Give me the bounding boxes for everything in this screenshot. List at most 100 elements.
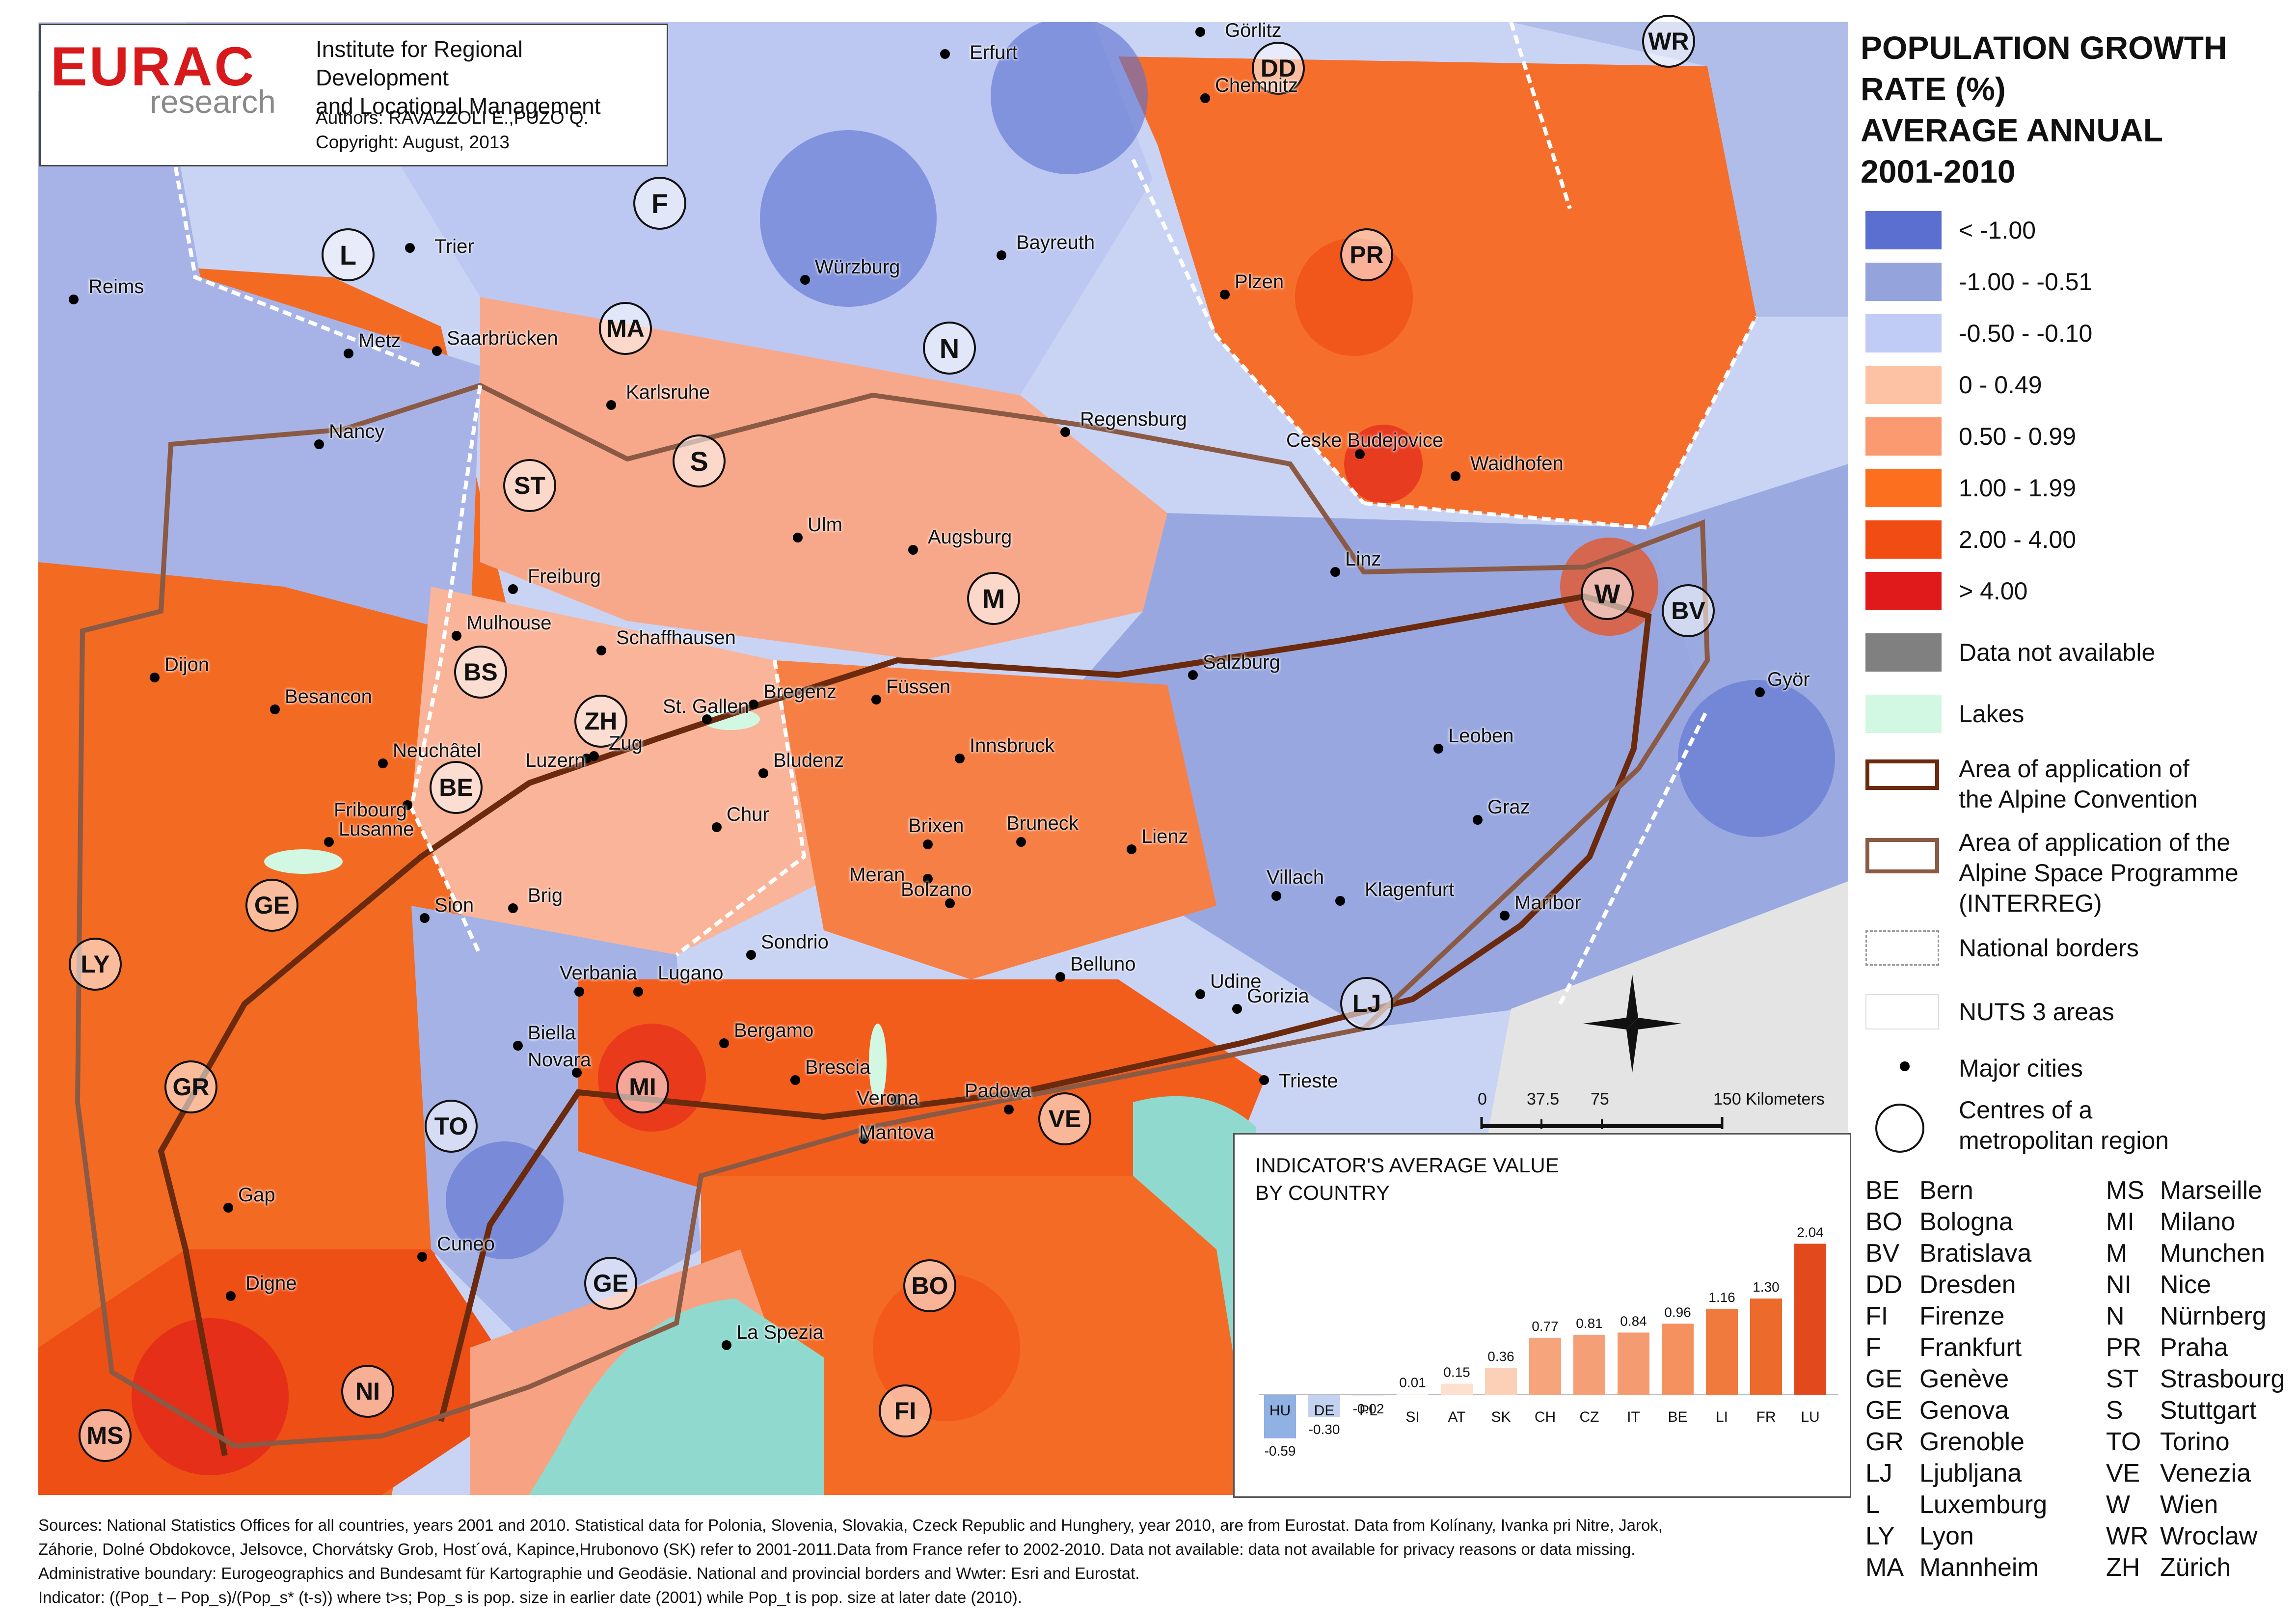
region-poland	[1511, 22, 1848, 317]
city-dot-icon	[574, 987, 584, 997]
abbreviation-code: S	[2106, 1396, 2123, 1425]
city-label: Sion	[434, 894, 474, 916]
national-borders	[159, 22, 1758, 1005]
city-label: Füssen	[886, 676, 951, 698]
abbreviation-name: Genève	[1919, 1365, 2009, 1393]
bar-value-label: -0.30	[1309, 1422, 1340, 1437]
scale-tick-3: 150 Kilometers	[1713, 1090, 1825, 1109]
abbreviation-left-8: GR Grenoble	[1865, 1427, 2025, 1457]
city-dot-icon	[405, 243, 415, 253]
alpine-space-line-2: Alpine Space Programme	[1959, 859, 2239, 887]
city-label: Trieste	[1279, 1070, 1338, 1092]
abbreviation-code: MA	[1865, 1553, 1904, 1582]
city-label: Trier	[434, 236, 474, 257]
nuts3-label: NUTS 3 areas	[1959, 998, 2114, 1026]
metro-centre-pr: PR	[1340, 228, 1393, 281]
legend-class-label: 2.00 - 4.00	[1959, 526, 2077, 553]
metro-centre-ve: VE	[1038, 1092, 1091, 1145]
metro-centre-n: N	[923, 322, 976, 375]
city-dot-icon	[1755, 687, 1765, 697]
abbreviation-left-10: L Luxemburg	[1865, 1490, 2047, 1519]
city-label: Verbania	[560, 962, 637, 984]
city-label: Padova	[965, 1080, 1031, 1102]
city-dot-icon	[1355, 449, 1365, 459]
bar-category-label: IT	[1627, 1409, 1640, 1425]
bar-ch	[1529, 1337, 1561, 1395]
city-dot-icon	[1188, 670, 1198, 680]
abbreviation-left-12: MA Mannheim	[1865, 1553, 2039, 1582]
abbreviation-name: Marseille	[2160, 1176, 2263, 1205]
city-label: Metz	[358, 330, 401, 352]
city-dot-icon	[403, 800, 412, 810]
city-dot-icon	[790, 1075, 800, 1085]
bar-value-label: 0.15	[1443, 1364, 1470, 1380]
abbreviation-code: F	[1865, 1333, 1881, 1362]
major-cities-label: Major cities	[1959, 1055, 2083, 1082]
abbreviation-code: ST	[2106, 1365, 2139, 1393]
bar-cz	[1573, 1334, 1605, 1395]
metro-centre-ma: MA	[599, 302, 652, 355]
city-dot-icon	[719, 1038, 729, 1048]
abbreviation-left-2: BV Bratislava	[1865, 1239, 2031, 1268]
city-dot-icon	[150, 673, 160, 682]
abbreviation-name: Wien	[2160, 1490, 2218, 1519]
alpine-space-line-1: Area of application of the	[1959, 829, 2231, 856]
sea-ligurian	[529, 1299, 824, 1495]
country-average-chart: INDICATOR'S AVERAGE VALUE BY COUNTRY HU -…	[1233, 1133, 1851, 1498]
legend-swatch	[1865, 211, 1942, 249]
abbreviation-name: Milano	[2160, 1208, 2236, 1236]
legend-swatch	[1865, 469, 1942, 507]
city-label: Gap	[238, 1184, 275, 1206]
bar-value-label: 0.96	[1664, 1304, 1691, 1320]
bar-category-label: FR	[1756, 1409, 1776, 1425]
bar-value-label: 0.36	[1487, 1349, 1514, 1364]
city-dot-icon	[1433, 744, 1443, 754]
sources-line-4: Indicator: ((Pop_t – Pop_s)/(Pop_s* (t-s…	[38, 1588, 1022, 1606]
city-dot-icon	[1016, 837, 1026, 847]
abbreviation-right-8: TO Torino	[2106, 1427, 2230, 1457]
abbreviation-code: LJ	[1865, 1459, 1892, 1488]
abbreviation-name: Munchen	[2160, 1239, 2265, 1268]
alpine-convention-label: Area of application of the Alpine Conven…	[1959, 754, 2197, 814]
metro-centre-ni: NI	[341, 1365, 394, 1418]
alpine-convention-swatch	[1865, 759, 1939, 790]
abbreviation-code: TO	[2106, 1428, 2141, 1456]
city-label: Plzen	[1235, 271, 1284, 293]
legend-metro-centres: Centres of a metropolitan region	[1861, 1095, 2293, 1168]
abbreviation-right-7: S Stuttgart	[2106, 1396, 2257, 1425]
city-label: Würzburg	[815, 256, 900, 278]
metro-circle-icon	[1875, 1104, 1924, 1153]
city-dot-icon	[633, 987, 643, 997]
bar-value-label: -0.02	[1353, 1401, 1384, 1416]
abbreviation-right-4: N Nürnberg	[2106, 1301, 2267, 1331]
metro-centre-s: S	[673, 434, 726, 487]
abbreviation-code: DD	[1865, 1271, 1903, 1299]
bar-it	[1618, 1332, 1649, 1395]
city-label: Nancy	[329, 421, 385, 442]
scale-tick-2: 75	[1591, 1090, 1609, 1109]
abbreviation-right-3: NI Nice	[2106, 1270, 2211, 1299]
bar-si	[1397, 1394, 1429, 1395]
city-label: Bregenz	[763, 681, 837, 703]
city-dot-icon	[908, 545, 918, 555]
city-dot-icon	[793, 533, 803, 542]
abbreviation-code: GE	[1865, 1396, 1903, 1425]
metro-centre-bv: BV	[1662, 584, 1715, 637]
city-label: Ceske Budejovice	[1286, 430, 1444, 451]
abbreviation-name: Zürich	[2160, 1553, 2231, 1582]
bar-category-label: CH	[1535, 1409, 1556, 1425]
eurac-logo-sub: research	[150, 83, 276, 120]
abbreviation-name: Frankfurt	[1919, 1333, 2022, 1362]
city-label: Udine	[1210, 971, 1262, 992]
city-label: Verona	[857, 1087, 919, 1109]
metro-centre-ly: LY	[69, 938, 122, 991]
city-label: Leoben	[1448, 725, 1514, 747]
legend-class-7: > 4.00	[1861, 572, 2293, 617]
city-label: Lienz	[1141, 826, 1188, 847]
city-label: Linz	[1345, 548, 1381, 570]
city-dot-icon	[314, 439, 324, 449]
abbreviation-name: Venezia	[2160, 1459, 2251, 1488]
legend-major-cities: Major cities	[1861, 1051, 2293, 1096]
city-dot-icon	[1055, 972, 1065, 982]
city-dot-icon	[722, 1340, 731, 1350]
